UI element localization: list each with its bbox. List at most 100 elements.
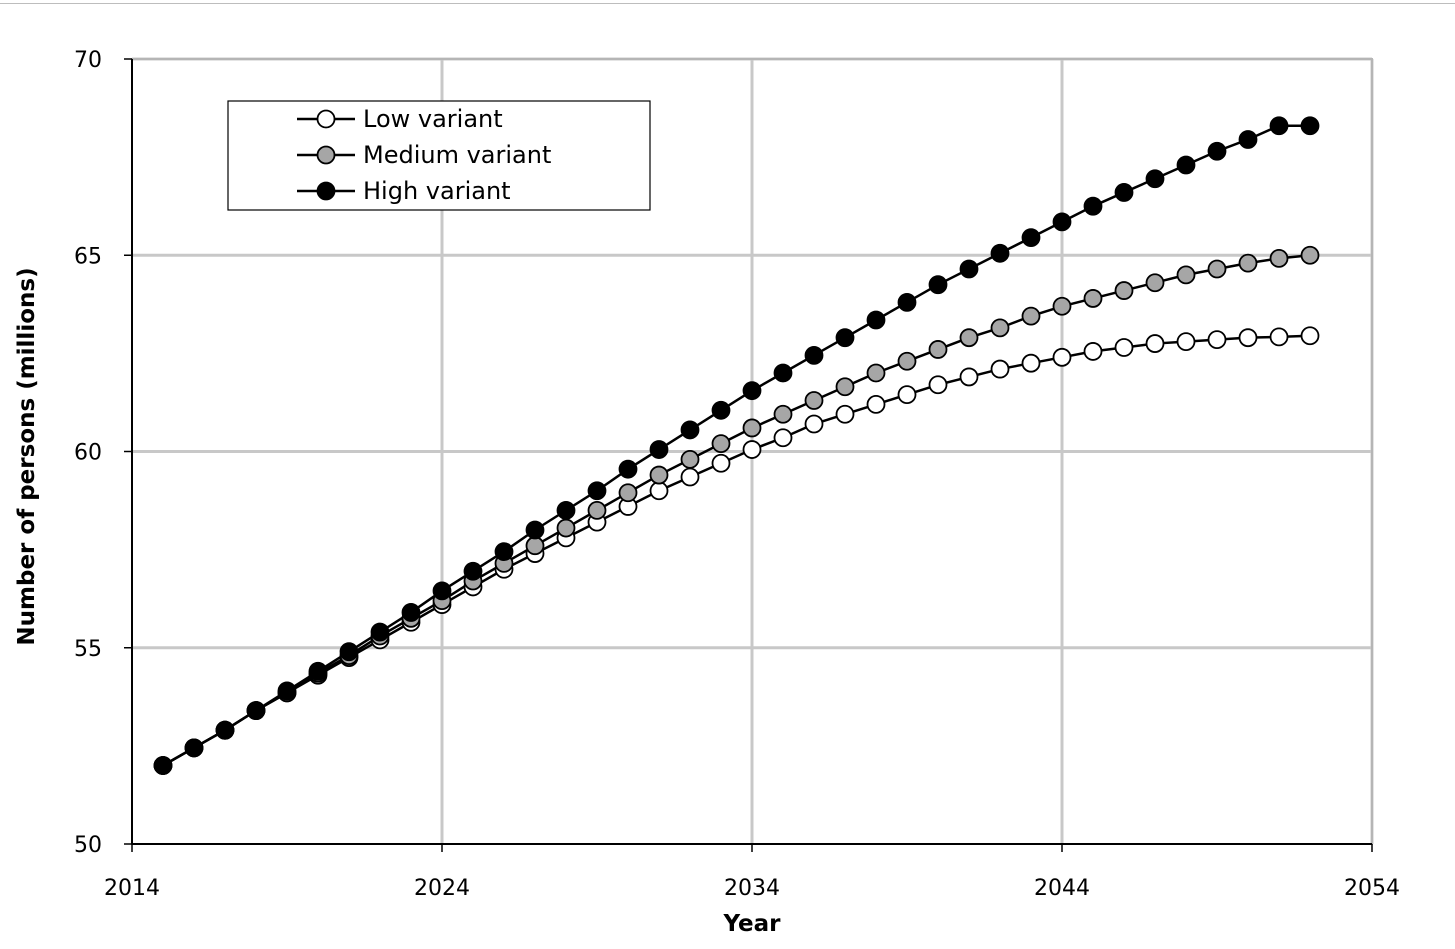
data-point-medium-variant: [928, 340, 948, 359]
data-point-high-variant: [959, 259, 979, 279]
data-point-low-variant: [1238, 328, 1258, 348]
data-point-medium-variant: [1269, 248, 1289, 268]
data-point-medium-variant: [1083, 289, 1103, 308]
data-point-low-variant: [711, 453, 731, 473]
data-point-high-variant: [432, 581, 452, 601]
data-point-low-variant: [928, 375, 948, 395]
data-point-low-variant: [1145, 334, 1165, 353]
data-point-low-variant: [835, 404, 855, 424]
data-point-high-variant: [1114, 183, 1134, 202]
data-point-high-variant: [153, 756, 173, 775]
data-point-low-variant: [897, 385, 917, 404]
data-point-high-variant: [215, 720, 235, 740]
data-point-high-variant: [1176, 155, 1196, 175]
series-line-medium-variant: [162, 254, 1311, 767]
data-point-medium-variant: [680, 449, 700, 469]
data-point-high-variant: [370, 622, 390, 642]
x-tick-label: 2054: [1344, 876, 1400, 901]
data-point-low-variant: [1207, 330, 1227, 350]
data-point-high-variant: [401, 603, 421, 622]
data-point-medium-variant: [618, 483, 638, 503]
data-point-medium-variant: [649, 465, 669, 485]
data-point-low-variant: [1052, 347, 1072, 367]
data-point-medium-variant: [897, 351, 917, 371]
series-group: [153, 116, 1320, 775]
data-point-medium-variant: [835, 377, 855, 397]
data-point-high-variant: [1052, 212, 1072, 232]
y-tick-label: 65: [74, 244, 102, 269]
data-point-medium-variant: [1114, 281, 1134, 300]
legend-label: Low variant: [363, 105, 503, 133]
legend: Low variant Medium variant High variant: [227, 100, 651, 211]
y-tick-label: 55: [74, 637, 102, 662]
data-point-medium-variant: [866, 363, 886, 383]
data-point-medium-variant: [1238, 253, 1258, 273]
x-tick-label: 2034: [724, 876, 780, 901]
data-point-high-variant: [804, 345, 824, 365]
data-point-high-variant: [1269, 116, 1289, 136]
data-point-high-variant: [1145, 169, 1165, 189]
data-point-medium-variant: [556, 518, 576, 538]
data-point-low-variant: [773, 428, 793, 448]
data-point-high-variant: [556, 500, 576, 520]
data-point-high-variant: [990, 243, 1010, 263]
data-point-low-variant: [1021, 353, 1041, 373]
data-point-high-variant: [1207, 141, 1227, 161]
data-point-high-variant: [277, 681, 297, 701]
data-point-low-variant: [990, 359, 1010, 379]
data-point-high-variant: [742, 381, 762, 401]
data-point-low-variant: [1176, 332, 1196, 352]
y-tick-label: 60: [74, 441, 102, 466]
legend-swatch-marker: [316, 181, 336, 201]
data-point-high-variant: [246, 701, 266, 720]
data-point-medium-variant: [773, 404, 793, 424]
data-point-medium-variant: [959, 328, 979, 348]
data-point-low-variant: [866, 394, 886, 414]
data-point-medium-variant: [1021, 306, 1041, 326]
data-point-medium-variant: [990, 318, 1010, 338]
data-point-high-variant: [711, 400, 731, 420]
data-point-high-variant: [463, 561, 483, 581]
data-point-high-variant: [897, 292, 917, 312]
series-line-high-variant: [162, 124, 1310, 767]
data-point-high-variant: [1238, 130, 1258, 149]
data-point-low-variant: [1114, 338, 1134, 357]
data-point-low-variant: [1269, 327, 1289, 347]
x-axis-title: Year: [722, 911, 781, 937]
data-point-high-variant: [866, 310, 886, 330]
data-point-high-variant: [525, 520, 545, 540]
legend-label: Medium variant: [363, 141, 551, 169]
x-tick-label: 2014: [104, 876, 160, 901]
data-point-low-variant: [1300, 326, 1320, 346]
legend-swatch-marker: [316, 109, 336, 129]
y-axis-title: Number of persons (millions): [14, 267, 40, 645]
data-point-low-variant: [1083, 342, 1103, 361]
data-point-low-variant: [959, 367, 979, 387]
legend-swatch-marker: [316, 145, 336, 165]
data-point-high-variant: [773, 363, 793, 383]
data-point-high-variant: [680, 420, 700, 440]
data-point-high-variant: [928, 275, 948, 295]
data-point-high-variant: [1300, 116, 1320, 136]
data-point-low-variant: [742, 440, 762, 459]
top-divider: [0, 3, 1455, 4]
y-tick-label: 70: [74, 48, 102, 73]
data-point-high-variant: [618, 459, 638, 479]
data-point-medium-variant: [1145, 273, 1165, 293]
data-point-high-variant: [835, 328, 855, 348]
data-point-high-variant: [1083, 196, 1103, 216]
y-tick-label: 50: [74, 833, 102, 858]
data-point-medium-variant: [804, 391, 824, 410]
data-point-medium-variant: [742, 418, 762, 438]
axes: 50 55 60 65 70 2014 2024 2034 2044 2054: [74, 48, 1400, 901]
data-point-high-variant: [1021, 228, 1041, 247]
data-point-medium-variant: [1207, 259, 1227, 279]
data-point-low-variant: [680, 467, 700, 487]
data-point-high-variant: [649, 440, 669, 459]
data-point-medium-variant: [711, 434, 731, 454]
data-point-medium-variant: [587, 500, 607, 520]
data-point-high-variant: [308, 661, 328, 681]
data-point-high-variant: [184, 738, 204, 758]
data-point-medium-variant: [1176, 265, 1196, 285]
